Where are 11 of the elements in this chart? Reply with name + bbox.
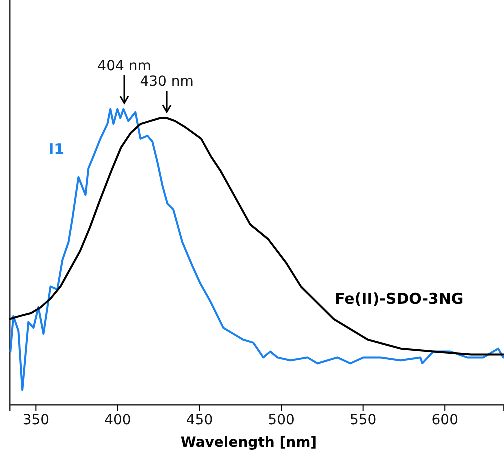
series-label: I1 bbox=[48, 140, 65, 158]
x-tick-label: 400 bbox=[104, 412, 132, 428]
x-axis-title: Wavelength [nm] bbox=[180, 435, 318, 451]
annotation: 404 nm bbox=[98, 58, 152, 74]
x-tick-label: 500 bbox=[268, 412, 295, 428]
x-tick-label: 600 bbox=[432, 412, 458, 428]
annotation: 430 nm bbox=[140, 74, 194, 90]
x-tick-label: 350 bbox=[22, 412, 50, 428]
x-tick-label: 450 bbox=[186, 412, 214, 428]
x-tick-label: 550 bbox=[350, 412, 377, 428]
series-label: Fe(II)-SDO-3NG bbox=[335, 290, 464, 308]
